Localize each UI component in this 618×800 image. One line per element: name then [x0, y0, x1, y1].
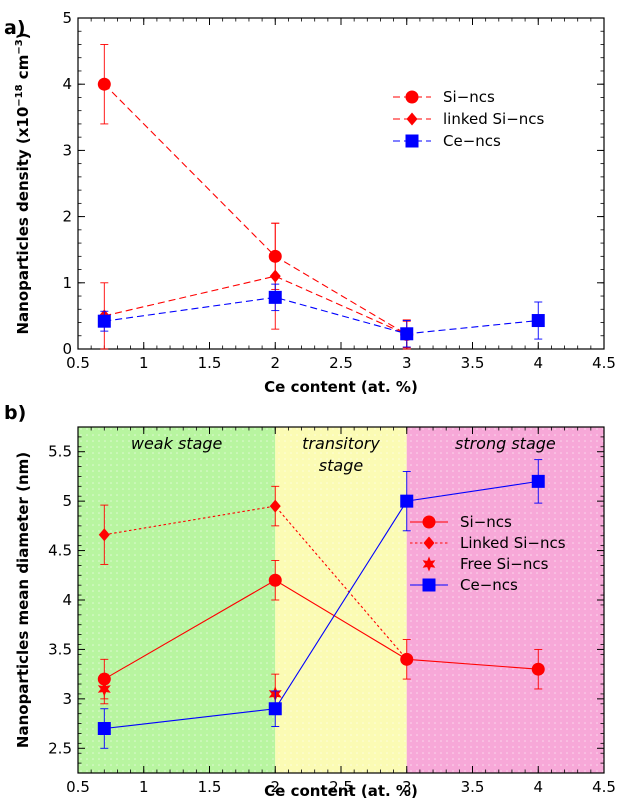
data-point — [97, 722, 111, 736]
x-tick-label: 1.5 — [198, 778, 222, 796]
data-point — [400, 494, 414, 508]
x-tick-label: 1 — [139, 354, 149, 372]
chart-panel-b: weak stage transitory stage strong stage 0.5… — [4, 402, 616, 800]
y-axis-title-part: Nanoparticles mean diameter (nm) — [14, 452, 32, 748]
x-tick-label: 4 — [533, 354, 543, 372]
chart-panel-a: 0.5 1 1.5 2 2.5 3 3.5 4 4.5 0 1 2 3 4 5 a) Ce content (a… — [4, 9, 616, 396]
stage-texture — [275, 427, 407, 773]
x-tick-label: 3.5 — [461, 778, 485, 796]
stage-label: strong stage — [455, 434, 556, 453]
x-tick-label: 2.5 — [329, 354, 353, 372]
panel-label: a) — [4, 17, 26, 39]
legend-label: Ce−ncs — [443, 132, 501, 150]
series-Si−ncs — [97, 44, 414, 350]
x-tick-label: 2 — [270, 354, 280, 372]
y-axis-title-superscript: −18 — [14, 84, 25, 106]
series-linked Si−ncs — [98, 222, 413, 350]
panel-label: b) — [4, 402, 26, 424]
series-line — [103, 83, 408, 335]
data-point — [531, 314, 545, 328]
y-axis-title: Nanoparticles mean diameter (nm) — [14, 452, 32, 748]
data-point — [269, 269, 281, 283]
y-tick-label: 5 — [62, 492, 72, 510]
y-axis-title-superscript: −3 — [14, 39, 25, 54]
legend-marker — [423, 536, 435, 550]
y-tick-label: 3.5 — [48, 640, 72, 658]
stage-label: weak stage — [131, 434, 223, 453]
data-point — [401, 652, 413, 666]
plot-frame — [77, 17, 605, 350]
y-tick-label: 4 — [62, 75, 72, 93]
data-point — [268, 290, 282, 304]
x-tick-label: 0.5 — [66, 778, 90, 796]
x-tick-label: 3 — [402, 778, 412, 796]
x-axis-title: Ce content (at. %) — [264, 782, 418, 800]
x-tick-label: 4 — [533, 778, 543, 796]
x-tick-label: 2 — [270, 778, 280, 796]
data-point — [531, 474, 545, 488]
legend-label: Linked Si−ncs — [460, 534, 566, 552]
x-tick-label: 1.5 — [198, 354, 222, 372]
series-Si−ncs — [97, 560, 545, 700]
legend-marker — [422, 515, 436, 529]
data-point — [269, 499, 281, 513]
y-tick-label: 4 — [62, 591, 72, 609]
data-point — [531, 662, 545, 676]
x-tick-label: 4.5 — [592, 354, 616, 372]
series-line — [104, 480, 539, 730]
y-tick-label: 3 — [62, 690, 72, 708]
y-tick-label: 2.5 — [48, 739, 72, 757]
series-Ce−ncs — [97, 283, 545, 348]
x-tick-label: 3 — [402, 354, 412, 372]
legend-marker — [405, 134, 419, 148]
data-point — [97, 77, 111, 91]
data-point — [98, 528, 110, 542]
y-tick-label: 0 — [62, 340, 72, 358]
data-point — [97, 681, 111, 697]
stage-label: transitory — [302, 434, 380, 453]
y-axis-title-part: cm — [14, 55, 32, 85]
series-line — [104, 579, 539, 680]
legend-label: Si−ncs — [460, 513, 512, 531]
legend-marker — [422, 578, 436, 592]
legend-label: Ce−ncs — [460, 576, 518, 594]
legend-marker — [405, 90, 419, 104]
series-line — [104, 296, 539, 335]
stage-texture — [78, 427, 276, 773]
legend-marker — [422, 556, 436, 572]
y-axis-title-part: ) — [14, 32, 32, 39]
legend-marker — [406, 112, 418, 126]
x-tick-label: 3.5 — [461, 354, 485, 372]
y-tick-label: 3 — [62, 141, 72, 159]
legend-label: Si−ncs — [443, 88, 495, 106]
x-tick-label: 4.5 — [592, 778, 616, 796]
y-tick-label: 5 — [62, 9, 72, 27]
x-axis-title: Ce content (at. %) — [264, 378, 418, 396]
y-tick-label: 2 — [62, 208, 72, 226]
y-tick-label: 1 — [62, 274, 72, 292]
y-tick-label: 4.5 — [48, 542, 72, 560]
series-line — [104, 275, 407, 335]
data-point — [268, 573, 282, 587]
y-tick-label: 5.5 — [48, 443, 72, 461]
series-Linked Si−ncs — [98, 485, 413, 666]
stage-texture — [406, 427, 604, 773]
legend-label: linked Si−ncs — [443, 110, 545, 128]
legend-label: Free Si−ncs — [460, 555, 549, 573]
series-Ce−ncs — [97, 459, 545, 749]
data-point — [400, 327, 414, 341]
y-axis-title: Nanoparticles density (x10−18 cm−3) — [14, 32, 32, 334]
data-point — [97, 314, 111, 328]
x-tick-label: 0.5 — [66, 354, 90, 372]
stage-label: stage — [319, 456, 364, 475]
x-tick-label: 1 — [139, 778, 149, 796]
y-axis-title-part: Nanoparticles density (x10 — [14, 107, 32, 335]
data-point — [268, 702, 282, 716]
legend: Si−ncs linked Si−ncs Ce−ncs — [393, 88, 545, 150]
legend: Si−ncs Linked Si−ncs Free Si−ncs Ce−ncs — [410, 513, 566, 594]
x-tick-label: 2.5 — [329, 778, 353, 796]
